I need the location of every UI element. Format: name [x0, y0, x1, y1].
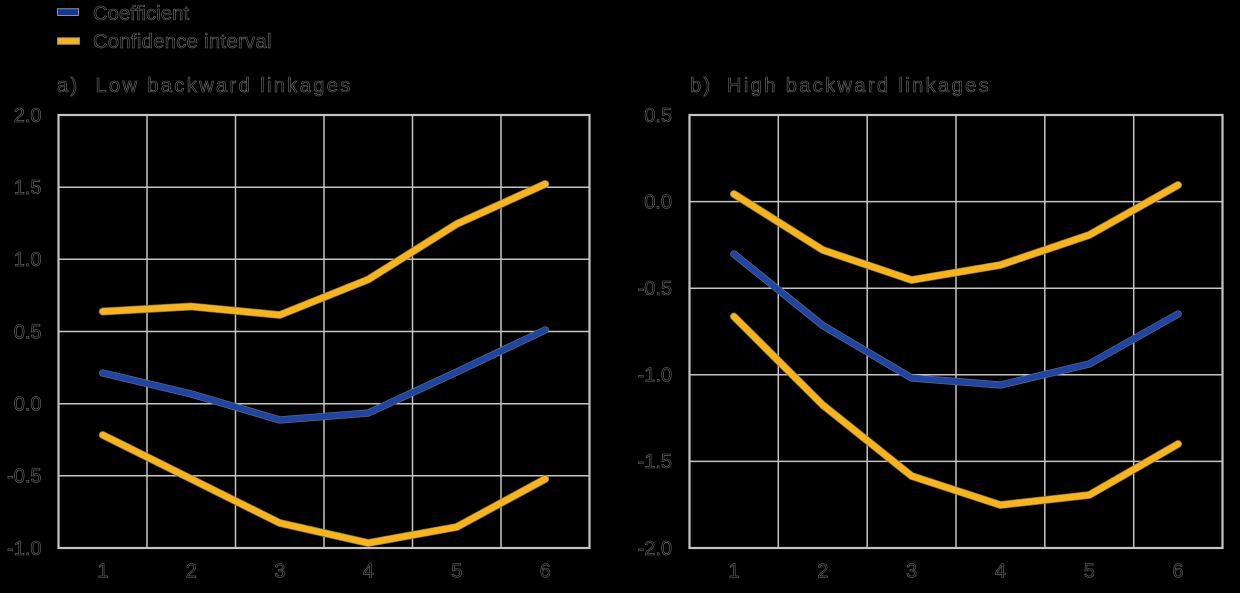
- svg-text:3: 3: [274, 561, 285, 583]
- svg-text:5: 5: [1084, 561, 1095, 583]
- svg-text:2: 2: [817, 561, 828, 583]
- svg-text:-2.0: -2.0: [638, 538, 672, 560]
- svg-text:1: 1: [728, 561, 739, 583]
- svg-text:-1.0: -1.0: [7, 538, 41, 560]
- svg-text:-1.5: -1.5: [638, 451, 672, 473]
- svg-text:6: 6: [1173, 561, 1184, 583]
- svg-text:1: 1: [97, 561, 108, 583]
- svg-text:b): b): [690, 75, 713, 97]
- svg-text:a): a): [57, 75, 80, 97]
- svg-text:1.0: 1.0: [14, 249, 42, 271]
- svg-text:4: 4: [363, 561, 374, 583]
- svg-text:Coefficient: Coefficient: [93, 3, 190, 25]
- svg-text:0.0: 0.0: [14, 394, 42, 416]
- svg-text:-0.5: -0.5: [7, 466, 41, 488]
- svg-text:-1.0: -1.0: [638, 365, 672, 387]
- svg-text:2.0: 2.0: [14, 105, 42, 127]
- svg-text:0.5: 0.5: [644, 105, 672, 127]
- svg-text:4: 4: [995, 561, 1006, 583]
- svg-text:0.5: 0.5: [14, 321, 42, 343]
- svg-text:0.0: 0.0: [644, 191, 672, 213]
- svg-text:Confidence interval: Confidence interval: [93, 31, 272, 53]
- svg-text:6: 6: [540, 561, 551, 583]
- svg-text:High backward linkages: High backward linkages: [727, 75, 991, 97]
- svg-text:1.5: 1.5: [14, 177, 42, 199]
- svg-text:3: 3: [906, 561, 917, 583]
- svg-text:2: 2: [186, 561, 197, 583]
- svg-text:-0.5: -0.5: [638, 278, 672, 300]
- svg-text:Low backward linkages: Low backward linkages: [96, 75, 353, 97]
- svg-text:5: 5: [451, 561, 462, 583]
